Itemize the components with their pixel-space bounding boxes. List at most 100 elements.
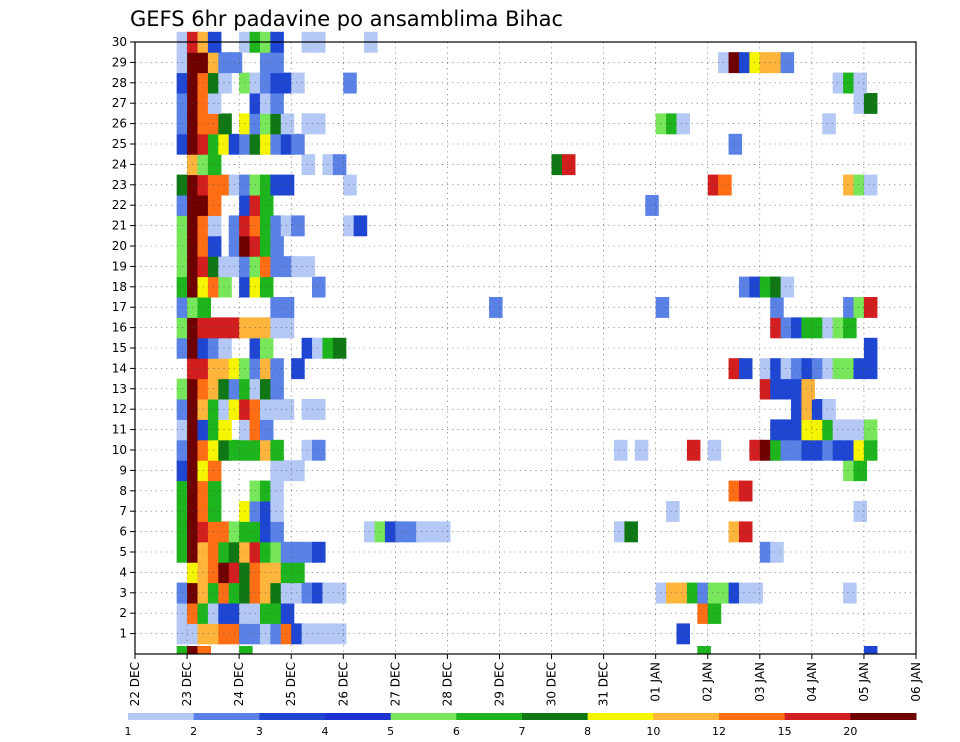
colorbar-label: 8 bbox=[584, 725, 591, 738]
heatmap-cell bbox=[291, 133, 305, 155]
y-tick-label: 26 bbox=[112, 117, 127, 131]
heatmap-cell bbox=[780, 378, 795, 400]
heatmap-cell bbox=[249, 562, 264, 584]
heatmap-cell bbox=[176, 460, 191, 482]
heatmap-cell bbox=[207, 195, 222, 216]
heatmap-cell bbox=[697, 603, 711, 624]
heatmap-cell bbox=[207, 562, 222, 584]
heatmap-cell bbox=[218, 562, 232, 584]
heatmap-cell bbox=[822, 439, 836, 461]
heatmap-cell bbox=[218, 541, 232, 563]
heatmap-cell bbox=[863, 337, 878, 359]
heatmap-cell bbox=[176, 501, 191, 522]
heatmap-cell bbox=[176, 337, 191, 359]
colorbar-label: 20 bbox=[843, 725, 857, 738]
y-tick-label: 9 bbox=[119, 463, 127, 477]
heatmap-cells bbox=[176, 31, 878, 654]
heatmap-cell bbox=[249, 235, 264, 257]
heatmap-cell bbox=[686, 582, 701, 604]
heatmap-cell bbox=[207, 603, 222, 624]
colorbar-label: 12 bbox=[712, 725, 726, 738]
heatmap-cell bbox=[853, 460, 868, 482]
heatmap-cell bbox=[697, 582, 711, 604]
heatmap-cell bbox=[228, 317, 243, 339]
heatmap-cell bbox=[738, 52, 753, 74]
heatmap-cell bbox=[218, 378, 232, 400]
heatmap-cell bbox=[218, 317, 232, 339]
heatmap-cell bbox=[728, 480, 743, 502]
y-axis: 1234567891011121314151617181920212223242… bbox=[112, 35, 135, 641]
heatmap-cell bbox=[322, 582, 336, 604]
heatmap-cell bbox=[176, 623, 191, 645]
heatmap-cell bbox=[239, 603, 253, 624]
heatmap-cell bbox=[738, 480, 753, 502]
heatmap-cell bbox=[187, 460, 201, 482]
heatmap-cell bbox=[228, 52, 243, 74]
heatmap-cell bbox=[259, 562, 274, 584]
heatmap-cell bbox=[280, 133, 295, 155]
heatmap-cell bbox=[187, 646, 201, 654]
colorbar-swatch bbox=[719, 713, 786, 720]
heatmap-cell bbox=[239, 541, 253, 563]
heatmap-cell bbox=[197, 93, 211, 114]
heatmap-cell bbox=[801, 399, 815, 420]
heatmap-cell bbox=[207, 541, 222, 563]
heatmap-cell bbox=[791, 439, 805, 461]
x-tick-label: 02 JAN bbox=[701, 662, 715, 702]
heatmap-cell bbox=[707, 603, 722, 624]
heatmap-cell bbox=[270, 460, 284, 482]
heatmap-cell bbox=[218, 133, 232, 155]
heatmap-cell bbox=[197, 460, 211, 482]
heatmap-cell bbox=[176, 215, 191, 237]
colorbar-swatch bbox=[587, 713, 654, 720]
heatmap-cell bbox=[197, 235, 211, 257]
heatmap-cell bbox=[197, 378, 211, 400]
y-tick-label: 6 bbox=[119, 525, 127, 539]
heatmap-cell bbox=[770, 276, 784, 298]
heatmap-cell bbox=[291, 582, 305, 604]
heatmap-cell bbox=[624, 521, 638, 543]
heatmap-cell bbox=[249, 72, 264, 94]
heatmap-cell bbox=[374, 521, 389, 543]
heatmap-cell bbox=[426, 521, 441, 543]
heatmap-cell bbox=[728, 52, 743, 74]
heatmap-cell bbox=[280, 582, 295, 604]
heatmap-cell bbox=[259, 195, 274, 216]
heatmap-cell bbox=[301, 623, 316, 645]
heatmap-cell bbox=[249, 133, 264, 155]
colorbar-label: 1 bbox=[125, 725, 132, 738]
heatmap-cell bbox=[801, 439, 815, 461]
x-tick-label: 25 DEC bbox=[284, 662, 298, 706]
heatmap-cell bbox=[291, 562, 305, 584]
heatmap-cell bbox=[207, 276, 222, 298]
heatmap-cell bbox=[301, 582, 316, 604]
colorbar-swatch bbox=[128, 713, 195, 720]
heatmap-cell bbox=[249, 93, 264, 114]
heatmap-cell bbox=[207, 93, 222, 114]
heatmap-cell bbox=[207, 72, 222, 94]
heatmap-cell bbox=[270, 562, 284, 584]
heatmap-cell bbox=[197, 646, 211, 654]
heatmap-cell bbox=[197, 623, 211, 645]
heatmap-cell bbox=[176, 399, 191, 420]
heatmap-cell bbox=[187, 235, 201, 257]
heatmap-cell bbox=[853, 174, 868, 196]
heatmap-cell bbox=[197, 72, 211, 94]
heatmap-cell bbox=[228, 582, 243, 604]
heatmap-cell bbox=[312, 439, 326, 461]
heatmap-cell bbox=[270, 582, 284, 604]
heatmap-cell bbox=[197, 562, 211, 584]
heatmap-cell bbox=[759, 378, 774, 400]
heatmap-cell bbox=[249, 521, 264, 543]
heatmap-cell bbox=[187, 52, 201, 74]
heatmap-cell bbox=[187, 541, 201, 563]
heatmap-cell bbox=[197, 154, 211, 176]
heatmap-cell bbox=[270, 317, 284, 339]
heatmap-cell bbox=[259, 337, 274, 359]
heatmap-cell bbox=[843, 439, 857, 461]
heatmap-cell bbox=[187, 154, 201, 176]
heatmap-cell bbox=[197, 603, 211, 624]
heatmap-cell bbox=[270, 521, 284, 543]
heatmap-cell bbox=[187, 623, 201, 645]
heatmap-cell bbox=[801, 317, 815, 339]
